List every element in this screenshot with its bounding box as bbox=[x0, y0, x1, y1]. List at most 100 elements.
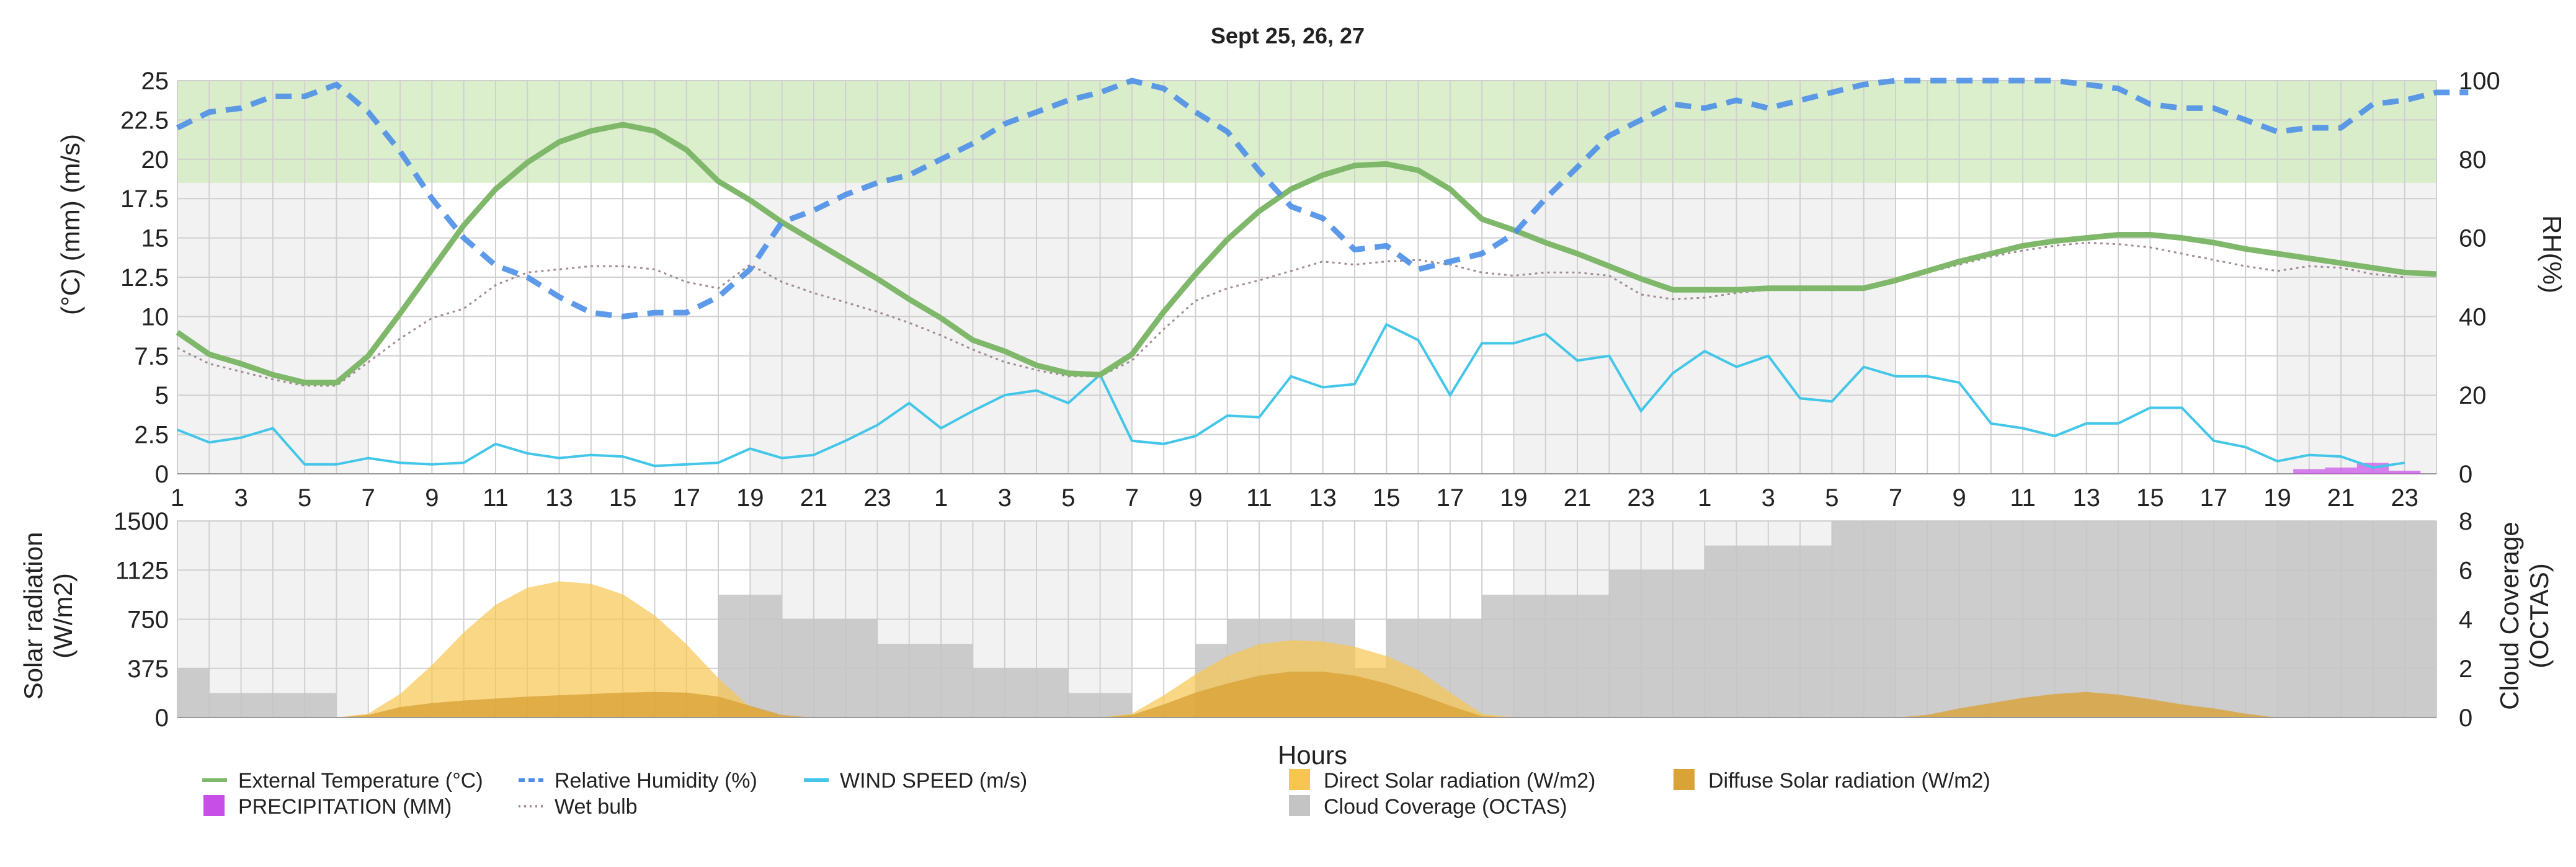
y-tick-label: 12.5 bbox=[120, 264, 169, 291]
x-tick-label: 13 bbox=[2072, 484, 2100, 512]
legend-label: Cloud Coverage (OCTAS) bbox=[1324, 795, 1567, 819]
y-tick-label: 15 bbox=[141, 225, 169, 252]
x-tick-label: 23 bbox=[2391, 484, 2418, 512]
x-tick-label: 17 bbox=[2200, 484, 2228, 512]
y2-tick-label: 80 bbox=[2459, 146, 2487, 174]
precipitation-bar bbox=[2325, 467, 2357, 474]
bottom-plot: 0 375 750 1125 1500 0 2 4 6 8 bbox=[114, 508, 2472, 732]
legend-swatch bbox=[1289, 795, 1310, 816]
top-y-axis-title: (°C) (mm) (m/s) bbox=[56, 134, 85, 315]
bottom-y2-axis-title-line2: (OCTAS) bbox=[2525, 563, 2554, 669]
x-tick-label: 17 bbox=[672, 484, 700, 512]
cloud-coverage-area bbox=[177, 521, 2436, 718]
y-tick-label: 20 bbox=[141, 146, 169, 174]
x-tick-label: 11 bbox=[2010, 484, 2036, 512]
legend-label: Diffuse Solar radiation (W/m2) bbox=[1708, 769, 1990, 793]
x-tick-label: 9 bbox=[425, 484, 439, 512]
x-tick-label: 5 bbox=[298, 484, 311, 512]
y2-tick-label: 60 bbox=[2459, 225, 2487, 252]
y2-tick-label: 0 bbox=[2459, 461, 2472, 488]
y-tick-label: 10 bbox=[141, 303, 169, 331]
x-tick-label: 13 bbox=[545, 484, 573, 512]
x-tick-label: 19 bbox=[1500, 484, 1528, 512]
x-tick-label: 13 bbox=[1309, 484, 1337, 512]
x-tick-label: 11 bbox=[1246, 484, 1272, 512]
y2-tick-label: 20 bbox=[2459, 382, 2487, 409]
x-tick-label: 7 bbox=[362, 484, 375, 512]
y-tick-label: 17.5 bbox=[120, 185, 169, 213]
wet-bulb-line bbox=[177, 241, 2405, 387]
bottom-y2-axis-title-line1: Cloud Coverage bbox=[2495, 522, 2524, 710]
x-tick-label: 23 bbox=[1627, 484, 1655, 512]
y-tick-label: 0 bbox=[155, 461, 169, 488]
wind-speed-line bbox=[177, 322, 2405, 469]
x-tick-label: 7 bbox=[1889, 484, 1902, 512]
precipitation-bar bbox=[2389, 470, 2421, 474]
x-tick-label: 19 bbox=[2263, 484, 2291, 512]
x-tick-label: 21 bbox=[2327, 484, 2355, 512]
x-tick-label: 7 bbox=[1125, 484, 1139, 512]
x-axis-title: Hours bbox=[1278, 740, 1347, 770]
legend-label: Direct Solar radiation (W/m2) bbox=[1324, 769, 1595, 793]
y-tick-label: 0 bbox=[155, 705, 169, 732]
y-tick-label: 25 bbox=[141, 68, 169, 95]
y-tick-label: 1500 bbox=[114, 508, 169, 535]
y2-tick-label: 6 bbox=[2459, 557, 2472, 584]
legend-label: Relative Humidity (%) bbox=[555, 769, 757, 793]
top-plot: 02.557.51012.51517.52022.525020406080100… bbox=[120, 68, 2500, 512]
legend-label: WIND SPEED (m/s) bbox=[840, 769, 1027, 793]
x-tick-label: 15 bbox=[2136, 484, 2164, 512]
legend-item: WIND SPEED (m/s) bbox=[804, 769, 1027, 793]
x-tick-label: 5 bbox=[1825, 484, 1838, 512]
direct-solar-area bbox=[177, 581, 2405, 718]
y-tick-label: 750 bbox=[127, 607, 169, 634]
x-tick-label: 1 bbox=[1698, 484, 1711, 512]
legend-item: Relative Humidity (%) bbox=[519, 769, 757, 793]
x-tick-label: 5 bbox=[1061, 484, 1075, 512]
y2-tick-label: 4 bbox=[2459, 607, 2472, 634]
legend-label: External Temperature (°C) bbox=[238, 769, 483, 793]
comfort-band bbox=[177, 81, 2436, 183]
x-tick-label: 23 bbox=[863, 484, 891, 512]
legend-item: Cloud Coverage (OCTAS) bbox=[1289, 795, 1567, 819]
y-tick-label: 5 bbox=[155, 382, 169, 409]
legend-swatch bbox=[1289, 769, 1310, 790]
x-tick-label: 11 bbox=[483, 484, 509, 512]
x-tick-label: 17 bbox=[1437, 484, 1464, 512]
legend-item: Wet bulb bbox=[519, 795, 638, 819]
legend-item: Direct Solar radiation (W/m2) bbox=[1289, 769, 1595, 793]
x-tick-label: 3 bbox=[998, 484, 1012, 512]
x-tick-label: 15 bbox=[609, 484, 637, 512]
y-tick-label: 1125 bbox=[115, 557, 169, 584]
bottom-y-axis-title-line2: (W/m2) bbox=[48, 573, 78, 659]
x-tick-label: 1 bbox=[934, 484, 948, 512]
y-tick-label: 375 bbox=[127, 656, 169, 683]
x-tick-label: 15 bbox=[1373, 484, 1401, 512]
x-tick-label: 9 bbox=[1188, 484, 1202, 512]
x-tick-label: 3 bbox=[234, 484, 247, 512]
y-tick-label: 7.5 bbox=[134, 343, 169, 370]
x-tick-label: 3 bbox=[1762, 484, 1775, 512]
legend: External Temperature (°C) Relative Humidi… bbox=[202, 769, 1990, 819]
precipitation-bar bbox=[2293, 469, 2325, 474]
y2-tick-label: 2 bbox=[2459, 656, 2472, 683]
legend-swatch bbox=[1674, 769, 1695, 790]
legend-item: PRECIPITATION (MM) bbox=[203, 795, 452, 819]
y2-tick-label: 0 bbox=[2459, 705, 2472, 732]
legend-label: PRECIPITATION (MM) bbox=[238, 795, 452, 819]
legend-item: Diffuse Solar radiation (W/m2) bbox=[1674, 769, 1990, 793]
chart-title: Sept 25, 26, 27 bbox=[1211, 23, 1365, 48]
y-tick-label: 22.5 bbox=[120, 107, 169, 134]
diffuse-solar-area bbox=[177, 672, 2405, 718]
legend-swatch bbox=[203, 795, 225, 816]
x-tick-label: 9 bbox=[1952, 484, 1966, 512]
y2-tick-label: 40 bbox=[2459, 303, 2487, 331]
relative-humidity-line bbox=[176, 78, 2469, 319]
y2-tick-label: 8 bbox=[2459, 508, 2472, 535]
x-tick-label: 21 bbox=[1564, 484, 1592, 512]
legend-label: Wet bulb bbox=[555, 795, 638, 819]
y-tick-label: 2.5 bbox=[134, 422, 169, 449]
x-tick-label: 1 bbox=[171, 484, 184, 512]
